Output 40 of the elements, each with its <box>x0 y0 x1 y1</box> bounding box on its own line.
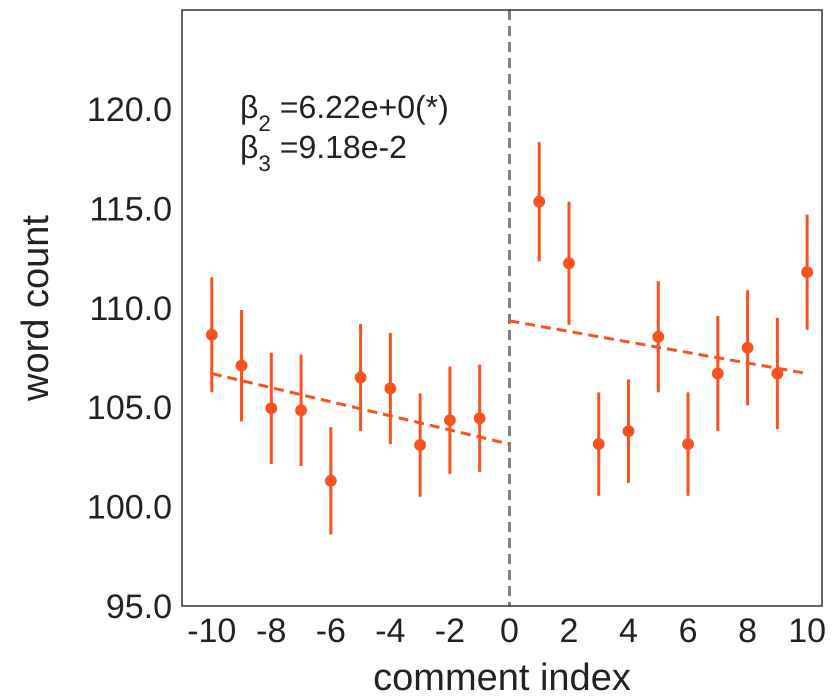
point <box>682 438 694 450</box>
y-tick-label: 110.0 <box>89 290 172 328</box>
x-tick-label: 0 <box>500 612 519 650</box>
point <box>324 474 337 487</box>
point <box>384 382 396 394</box>
point <box>652 330 664 343</box>
y-tick-label: 115.0 <box>89 190 172 229</box>
point <box>563 257 575 270</box>
point <box>354 372 367 384</box>
x-tick-label: 10 <box>788 612 826 650</box>
point <box>295 404 307 416</box>
x-tick-label: -8 <box>256 612 286 650</box>
point <box>592 438 605 450</box>
point <box>236 360 248 372</box>
y-tick-label: 95.0 <box>106 588 172 626</box>
y-tick-label: 100.0 <box>86 488 172 527</box>
annotation: β$_{2}$ =6.22e+0(*) <box>240 89 449 136</box>
x-tick-label: -10 <box>187 612 236 650</box>
y-axis-title: word count <box>15 214 57 402</box>
x-tick-label: -2 <box>434 612 466 650</box>
y-tick-label: 105.0 <box>86 389 172 428</box>
x-tick-label: -4 <box>375 612 406 650</box>
point <box>265 402 278 414</box>
point <box>712 368 724 380</box>
point <box>444 414 456 426</box>
point <box>533 196 546 208</box>
x-tick-label: 2 <box>560 612 578 650</box>
point <box>742 342 754 354</box>
x-tick-label: 8 <box>738 612 758 650</box>
point <box>474 412 486 424</box>
y-tick-label: 120.0 <box>86 91 172 130</box>
point <box>622 425 634 438</box>
point <box>414 439 426 451</box>
x-tick-label: 4 <box>619 612 638 650</box>
x-tick-label: -6 <box>316 612 346 650</box>
point <box>771 368 784 380</box>
x-tick-label: 6 <box>678 612 698 650</box>
point <box>801 266 814 278</box>
point <box>206 328 218 341</box>
x-axis-title: comment index <box>373 657 631 699</box>
